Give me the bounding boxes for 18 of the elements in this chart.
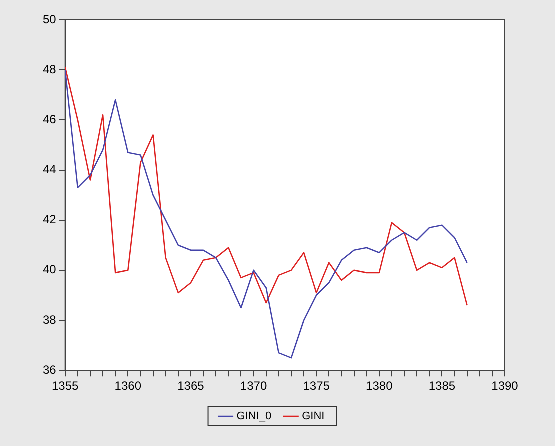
x-tick-label: 1370 xyxy=(240,379,268,394)
x-tick-label: 1380 xyxy=(366,379,394,394)
y-tick-label: 38 xyxy=(42,312,57,327)
x-tick-label: 1385 xyxy=(428,379,456,394)
y-tick-label: 40 xyxy=(42,262,57,277)
y-tick-label: 48 xyxy=(42,62,57,76)
y-tick-label: 42 xyxy=(42,212,57,227)
x-tick-label: 1365 xyxy=(178,379,205,394)
x-tick-label: 1390 xyxy=(492,379,519,394)
x-tick-label: 1360 xyxy=(114,379,142,394)
y-tick-label: 36 xyxy=(42,362,57,377)
y-tick-label: 44 xyxy=(42,162,57,177)
legend-label: GINI xyxy=(302,410,325,423)
y-tick-label: 46 xyxy=(42,112,57,126)
x-tick-label: 1375 xyxy=(303,379,330,394)
y-tick-label: 50 xyxy=(42,12,57,26)
x-tick-label: 1355 xyxy=(52,379,80,394)
legend-label: GINI_0 xyxy=(236,410,272,423)
